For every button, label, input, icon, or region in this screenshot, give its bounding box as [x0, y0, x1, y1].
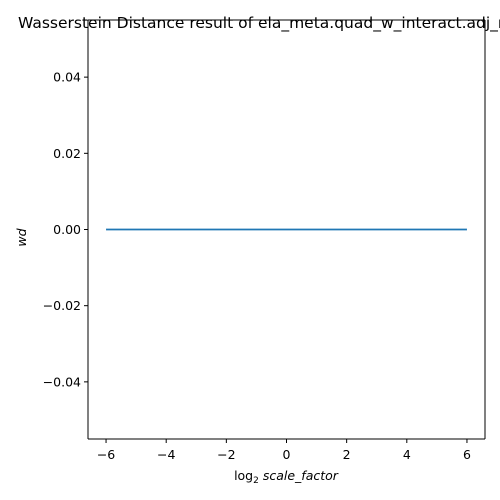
y-tick-label: −0.04	[43, 374, 81, 389]
x-tick-label: 6	[463, 447, 471, 462]
x-axis-label: log2 scale_factor	[234, 468, 339, 486]
x-axis-label-subscript: 2	[253, 476, 259, 486]
x-axis-label-variable: scale_factor	[263, 468, 339, 483]
x-tick-label: −4	[157, 447, 175, 462]
x-tick-label: 4	[403, 447, 411, 462]
y-tick-label: 0.00	[53, 222, 81, 237]
x-tick-label: −6	[97, 447, 115, 462]
x-tick-label: 0	[283, 447, 291, 462]
chart-title: Wasserstein Distance result of ela_meta.…	[18, 14, 500, 33]
y-axis-label: wd	[14, 228, 29, 246]
x-tick-label: 2	[343, 447, 351, 462]
x-tick-label: −2	[217, 447, 235, 462]
y-tick-label: 0.02	[53, 146, 81, 161]
y-axis: −0.04 −0.02 0.00 0.02 0.04	[43, 70, 88, 389]
y-tick-label: 0.04	[53, 70, 81, 85]
x-axis-label-prefix: log	[234, 468, 253, 483]
x-axis: −6 −4 −2 0 2 4 6	[97, 439, 471, 462]
y-tick-label: −0.02	[43, 298, 81, 313]
